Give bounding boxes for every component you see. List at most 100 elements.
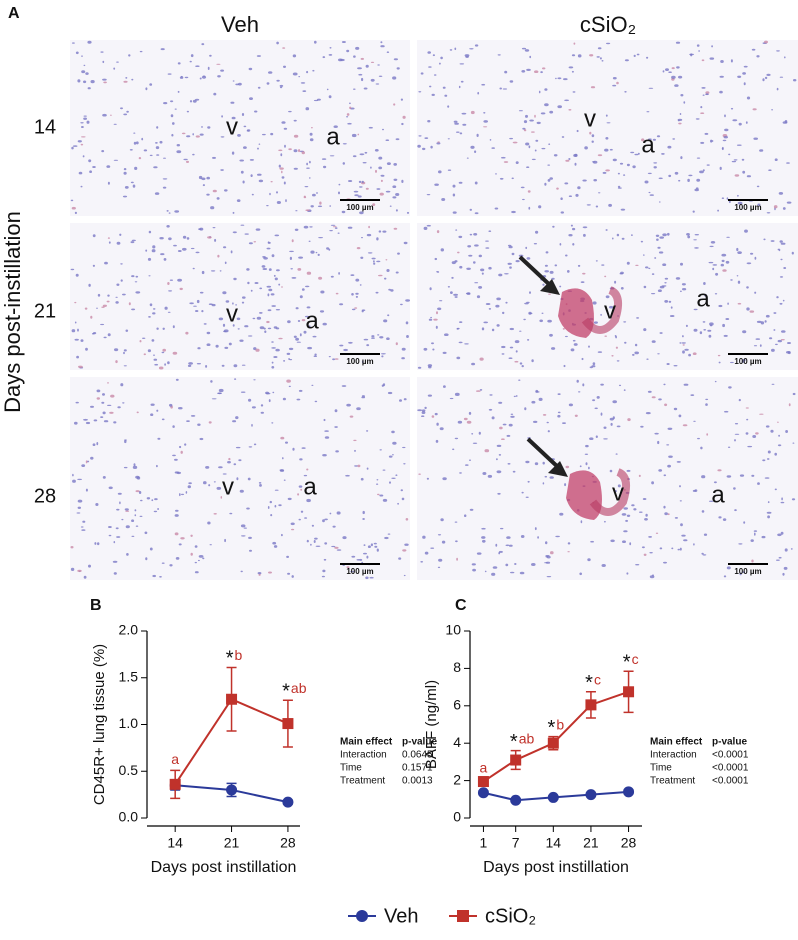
cell-nucleus bbox=[367, 252, 373, 254]
cell-nucleus bbox=[401, 357, 405, 360]
cell-nucleus bbox=[693, 328, 698, 332]
cell-nucleus bbox=[244, 325, 249, 328]
cell-nucleus bbox=[454, 521, 458, 523]
cell-nucleus bbox=[378, 274, 383, 277]
cell-nucleus bbox=[395, 138, 400, 141]
cell-nucleus bbox=[358, 73, 363, 76]
cell-nucleus bbox=[647, 390, 652, 393]
cell-nucleus bbox=[733, 159, 738, 161]
cell-nucleus bbox=[614, 280, 617, 284]
cell-nucleus bbox=[709, 57, 715, 60]
cell-nucleus bbox=[473, 261, 476, 264]
cell-nucleus bbox=[424, 137, 429, 140]
cell-nucleus bbox=[271, 366, 275, 369]
cell-nucleus bbox=[451, 261, 456, 265]
cell-nucleus bbox=[350, 274, 355, 276]
cell-nucleus bbox=[591, 134, 595, 138]
cell-nucleus bbox=[592, 362, 596, 366]
cell-nucleus bbox=[303, 474, 308, 477]
cell-nucleus bbox=[721, 253, 727, 257]
cell-nucleus bbox=[443, 385, 446, 388]
cell-nucleus bbox=[124, 440, 127, 444]
cell-nucleus bbox=[334, 426, 338, 428]
cell-nucleus bbox=[526, 166, 530, 168]
cell-nucleus bbox=[447, 105, 450, 108]
cell-nucleus bbox=[306, 167, 310, 169]
cell-nucleus bbox=[597, 154, 603, 157]
cell-nucleus bbox=[648, 536, 652, 538]
cell-nucleus bbox=[766, 212, 771, 214]
significance-star: * bbox=[282, 680, 290, 702]
cell-nucleus bbox=[505, 563, 509, 567]
cell-nucleus bbox=[673, 365, 678, 367]
cell-nucleus bbox=[508, 245, 513, 249]
cell-nucleus bbox=[248, 398, 252, 402]
cell-nucleus bbox=[680, 156, 683, 160]
cell-nucleus bbox=[371, 257, 376, 260]
cell-nucleus bbox=[359, 186, 363, 188]
cell-nucleus bbox=[585, 444, 589, 448]
cell-nucleus bbox=[636, 317, 640, 319]
cell-nucleus bbox=[436, 311, 438, 315]
cell-nucleus bbox=[332, 358, 336, 361]
panel-label: B bbox=[90, 597, 102, 614]
y-tick-label: 0.5 bbox=[119, 762, 139, 778]
cell-nucleus bbox=[705, 91, 710, 94]
cell-nucleus bbox=[584, 146, 588, 150]
cell-nucleus bbox=[141, 137, 144, 141]
cell-nucleus bbox=[549, 110, 554, 114]
cell-nucleus bbox=[676, 66, 680, 69]
cell-nucleus bbox=[741, 158, 745, 161]
cell-nucleus bbox=[696, 178, 701, 182]
cell-nucleus bbox=[640, 425, 644, 428]
cell-nucleus bbox=[466, 420, 472, 424]
cell-nucleus bbox=[597, 351, 603, 353]
cell-nucleus bbox=[437, 566, 441, 569]
region-marker: a bbox=[696, 285, 710, 312]
cell-nucleus bbox=[363, 552, 367, 555]
cell-nucleus bbox=[322, 519, 325, 523]
cell-nucleus bbox=[774, 343, 778, 346]
cell-nucleus bbox=[209, 544, 212, 546]
cell-nucleus bbox=[224, 189, 228, 192]
cell-nucleus bbox=[773, 312, 777, 314]
cell-nucleus bbox=[708, 334, 712, 338]
cell-nucleus bbox=[338, 183, 341, 186]
cell-nucleus bbox=[265, 392, 271, 395]
cell-nucleus bbox=[703, 282, 706, 285]
stain bbox=[581, 286, 623, 334]
cell-nucleus bbox=[592, 301, 597, 305]
cell-nucleus bbox=[534, 527, 537, 531]
cell-nucleus bbox=[471, 433, 474, 435]
cell-nucleus bbox=[489, 139, 492, 141]
cell-nucleus bbox=[163, 258, 167, 261]
cell-nucleus bbox=[355, 278, 360, 282]
cell-nucleus bbox=[565, 465, 570, 469]
cell-nucleus bbox=[80, 339, 84, 342]
cell-nucleus bbox=[459, 472, 462, 474]
cell-nucleus bbox=[249, 97, 253, 100]
cell-nucleus bbox=[722, 323, 725, 328]
data-point bbox=[282, 718, 294, 730]
cell-nucleus bbox=[74, 421, 78, 425]
cell-nucleus bbox=[211, 303, 216, 307]
cell-nucleus bbox=[488, 308, 492, 310]
cell-nucleus bbox=[670, 306, 673, 309]
cell-nucleus bbox=[131, 308, 136, 311]
cell-nucleus bbox=[620, 208, 626, 211]
cell-nucleus bbox=[576, 379, 579, 383]
cell-nucleus bbox=[692, 352, 697, 356]
cell-nucleus bbox=[232, 324, 235, 327]
cell-nucleus bbox=[275, 309, 280, 311]
cell-nucleus bbox=[262, 133, 266, 136]
cell-nucleus bbox=[521, 47, 527, 50]
cell-nucleus bbox=[651, 293, 656, 295]
cell-nucleus bbox=[491, 147, 496, 149]
cell-nucleus bbox=[362, 162, 367, 164]
cell-nucleus bbox=[474, 44, 479, 47]
region-marker: v bbox=[584, 105, 596, 132]
cell-nucleus bbox=[88, 283, 91, 287]
cell-nucleus bbox=[423, 226, 428, 230]
cell-nucleus bbox=[719, 166, 722, 170]
